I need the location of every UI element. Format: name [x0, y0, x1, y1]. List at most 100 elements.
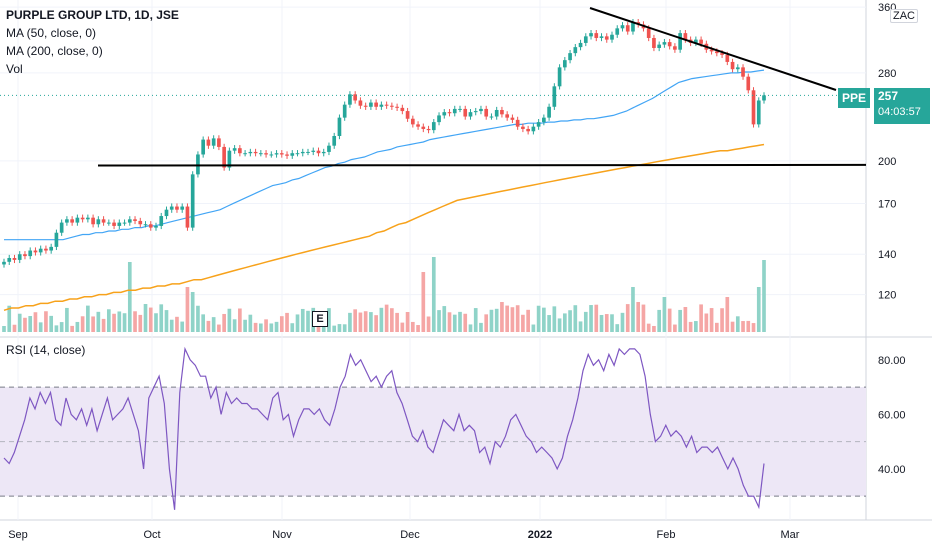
candle-body: [138, 220, 143, 225]
volume-bar: [521, 314, 525, 332]
volume-bar: [379, 307, 384, 332]
time-tick-label: Nov: [272, 529, 292, 541]
volume-bar: [258, 323, 263, 332]
volume-bar: [725, 297, 730, 332]
candle-body: [227, 150, 232, 168]
candle-body: [327, 145, 331, 152]
candle-body: [7, 258, 12, 262]
volume-bar: [583, 311, 588, 332]
candle-body: [86, 217, 90, 220]
candle-body: [557, 67, 562, 87]
volume-bar: [709, 308, 714, 332]
candle-body: [38, 248, 43, 253]
candle-body: [562, 60, 567, 68]
volume-bar: [243, 319, 247, 332]
chart-legend: PURPLE GROUP LTD, 1D, JSE MA (50, close,…: [6, 6, 179, 78]
candle-body: [620, 25, 625, 29]
candle-body: [735, 67, 740, 70]
candle-body: [447, 112, 452, 114]
volume-bar: [442, 306, 447, 332]
volume-bar: [557, 318, 562, 332]
candle-body: [521, 126, 525, 129]
currency-badge[interactable]: ZAC: [890, 9, 918, 23]
volume-bar: [363, 311, 368, 332]
candle-body: [452, 108, 457, 114]
candle-body: [374, 102, 378, 107]
volume-bar: [17, 313, 22, 332]
candle-body: [526, 128, 530, 132]
volume-bar: [217, 324, 221, 332]
volume-bar: [59, 322, 64, 332]
volume-bar: [159, 304, 164, 332]
volume-bar: [348, 312, 352, 332]
candle-body: [206, 139, 211, 146]
volume-bar: [662, 297, 667, 332]
volume-bar: [279, 316, 284, 332]
volume-bar: [515, 305, 520, 332]
volume-bar: [384, 304, 389, 332]
candle-body: [290, 153, 295, 156]
candle-body: [175, 206, 179, 210]
candle-body: [673, 46, 677, 50]
volume-bar: [589, 305, 593, 332]
volume-bar: [285, 312, 289, 332]
volume-bar: [631, 287, 635, 332]
candle-body: [720, 53, 724, 55]
candle-body: [379, 104, 384, 107]
volume-bar: [369, 312, 373, 332]
volume-bar: [342, 324, 347, 332]
candle-body: [143, 224, 148, 226]
volume-bar: [337, 324, 342, 332]
candle-body: [531, 126, 536, 132]
volume-bar: [269, 323, 274, 332]
volume-bar: [762, 260, 766, 332]
volume-bar: [106, 309, 111, 332]
time-tick-label: Oct: [143, 529, 160, 541]
earnings-event-marker[interactable]: E: [312, 311, 328, 327]
ma50-line: [4, 69, 765, 241]
candle-body: [458, 108, 462, 110]
candle-body: [683, 33, 688, 40]
volume-bar: [431, 257, 436, 332]
volume-legend[interactable]: Vol: [6, 62, 23, 76]
volume-bar: [447, 312, 452, 332]
candle-body: [484, 108, 489, 117]
candle-body: [463, 108, 468, 117]
volume-bar: [316, 322, 321, 332]
candle-body: [431, 122, 436, 131]
rsi-legend[interactable]: RSI (14, close): [6, 343, 86, 357]
volume-bar: [44, 311, 48, 332]
volume-bar: [33, 312, 38, 332]
volume-bar: [426, 316, 431, 332]
candle-body: [122, 222, 127, 224]
candle-body: [106, 222, 111, 224]
candle-body: [741, 67, 745, 77]
volume-bar: [673, 324, 677, 332]
ma200-legend[interactable]: MA (200, close, 0): [6, 44, 103, 58]
volume-bar: [652, 325, 656, 332]
candle-body: [358, 100, 363, 106]
candle-body: [264, 153, 268, 155]
volume-bar: [12, 324, 17, 332]
candle-body: [159, 216, 164, 226]
candle-body: [489, 116, 494, 118]
ma50-legend[interactable]: MA (50, close, 0): [6, 26, 97, 40]
candle-body: [505, 114, 510, 118]
candle-body: [101, 219, 106, 223]
candle-body: [730, 61, 735, 70]
candle-body: [17, 254, 22, 260]
symbol-label: PPE: [838, 88, 870, 108]
volume-bar: [473, 308, 478, 332]
volume-bar: [531, 324, 536, 332]
volume-bar: [86, 305, 90, 332]
candle-body: [437, 115, 441, 123]
volume-bar: [143, 304, 148, 332]
candle-body: [667, 42, 672, 47]
volume-bar: [410, 321, 415, 332]
candle-body: [709, 49, 714, 52]
volume-bar: [610, 314, 614, 332]
price-tick-label: 170: [878, 198, 896, 210]
volume-bar: [133, 311, 137, 332]
